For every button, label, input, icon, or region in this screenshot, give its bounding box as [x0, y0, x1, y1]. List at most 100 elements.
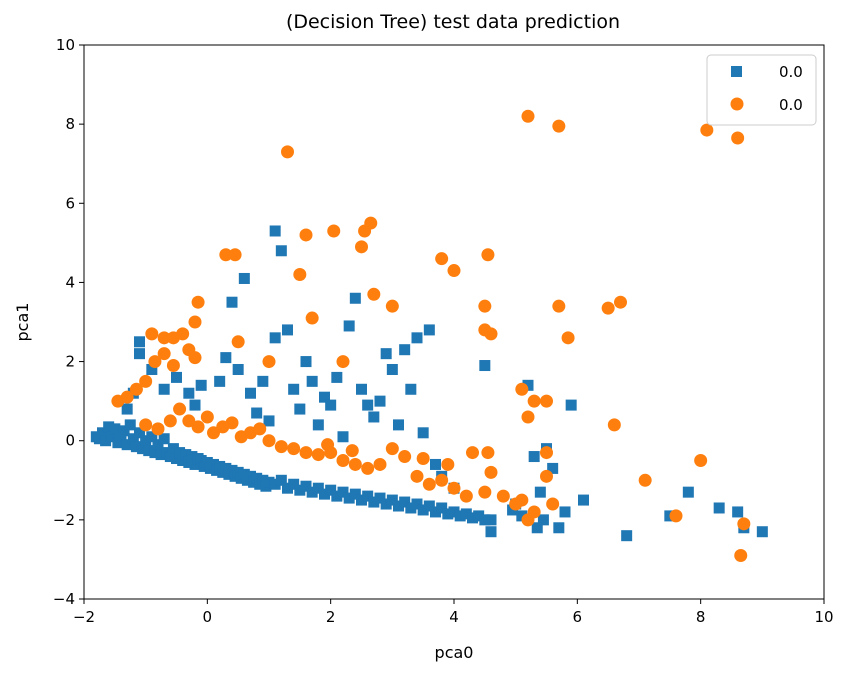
- data-point-square: [146, 431, 158, 443]
- data-point-square: [343, 492, 355, 504]
- data-point-circle: [228, 248, 242, 262]
- data-point-circle: [515, 382, 529, 396]
- data-point-circle: [546, 497, 560, 511]
- data-point-square: [214, 375, 226, 387]
- data-point-square: [140, 435, 152, 447]
- data-point-square: [534, 486, 546, 498]
- data-point-square: [251, 472, 263, 484]
- data-point-square: [155, 449, 167, 461]
- y-tick-label: −2: [53, 511, 75, 529]
- data-point-square: [473, 510, 485, 522]
- series-1: [90, 225, 768, 542]
- data-point-square: [732, 506, 744, 518]
- data-point-square: [337, 431, 349, 443]
- data-point-circle: [345, 444, 359, 458]
- data-point-circle: [120, 390, 134, 404]
- data-point-square: [174, 447, 186, 459]
- data-point-circle: [614, 295, 627, 309]
- data-point-circle: [552, 119, 566, 133]
- data-point-circle: [299, 446, 313, 460]
- data-point-square: [386, 363, 398, 375]
- chart-title: (Decision Tree) test data prediction: [286, 11, 620, 33]
- data-point-circle: [422, 477, 436, 491]
- data-point-circle: [561, 331, 575, 345]
- data-point-square: [257, 474, 269, 486]
- data-point-square: [331, 371, 343, 383]
- data-point-circle: [188, 351, 202, 365]
- data-point-square: [100, 435, 112, 447]
- data-point-square: [467, 512, 478, 524]
- data-point-square: [171, 371, 182, 383]
- data-point-square: [713, 502, 725, 514]
- data-point-square: [528, 451, 540, 463]
- data-point-square: [547, 462, 559, 474]
- data-point-square: [485, 526, 497, 538]
- data-point-square: [417, 427, 429, 439]
- data-point-square: [214, 460, 226, 472]
- data-point-square: [565, 399, 577, 411]
- data-point-square: [149, 447, 161, 459]
- data-point-circle: [219, 248, 233, 262]
- data-point-circle: [139, 418, 153, 432]
- data-point-circle: [293, 268, 307, 282]
- data-point-circle: [484, 327, 498, 341]
- y-tick-label: −4: [53, 590, 75, 608]
- data-point-square: [362, 399, 374, 411]
- data-point-square: [97, 427, 108, 439]
- data-point-circle: [361, 461, 375, 475]
- data-point-square: [479, 360, 491, 372]
- data-point-square: [201, 456, 213, 468]
- data-point-square: [337, 486, 349, 498]
- data-point-circle: [669, 509, 683, 523]
- data-point-square: [423, 500, 435, 512]
- data-point-square: [559, 506, 571, 518]
- data-point-square: [423, 324, 435, 336]
- data-point-circle: [737, 517, 751, 531]
- data-point-square: [485, 514, 497, 526]
- legend-label-series-2: 0.0: [779, 96, 803, 114]
- data-point-circle: [176, 327, 190, 341]
- data-point-square: [319, 488, 330, 500]
- data-point-circle: [231, 335, 245, 349]
- data-point-square: [134, 348, 145, 360]
- data-point-circle: [262, 355, 276, 369]
- data-point-square: [411, 332, 423, 344]
- data-point-square: [442, 508, 454, 520]
- data-point-square: [164, 451, 176, 463]
- data-point-circle: [166, 359, 180, 373]
- data-point-square: [300, 480, 312, 492]
- y-axis-label: pca1: [13, 303, 32, 342]
- data-point-square: [137, 443, 149, 455]
- series-2: [111, 109, 751, 562]
- data-point-square: [356, 383, 367, 395]
- data-point-square: [349, 292, 361, 304]
- data-point-square: [275, 245, 287, 257]
- data-point-circle: [274, 440, 288, 454]
- data-point-square: [183, 456, 195, 468]
- data-point-circle: [129, 382, 143, 396]
- data-point-circle: [734, 548, 748, 562]
- data-point-square: [130, 441, 142, 453]
- data-point-square: [171, 453, 182, 465]
- data-point-square: [220, 462, 232, 474]
- data-point-circle: [527, 505, 541, 519]
- data-point-circle: [731, 131, 745, 145]
- legend: 0.0 0.0: [706, 54, 817, 126]
- data-point-square: [405, 502, 417, 514]
- data-point-square: [356, 494, 367, 506]
- data-point-square: [177, 455, 189, 466]
- data-point-circle: [459, 489, 473, 503]
- data-point-square: [220, 352, 232, 364]
- data-point-circle: [311, 448, 325, 462]
- data-point-circle: [416, 452, 430, 466]
- data-point-square: [374, 492, 386, 504]
- data-point-square: [134, 427, 145, 439]
- data-point-square: [121, 403, 133, 415]
- legend-marker-square: [731, 66, 742, 77]
- data-point-square: [146, 363, 158, 375]
- data-point-square: [417, 504, 429, 516]
- data-point-circle: [478, 485, 492, 499]
- data-point-circle: [540, 446, 553, 460]
- data-point-circle: [348, 457, 362, 471]
- data-point-square: [226, 464, 238, 476]
